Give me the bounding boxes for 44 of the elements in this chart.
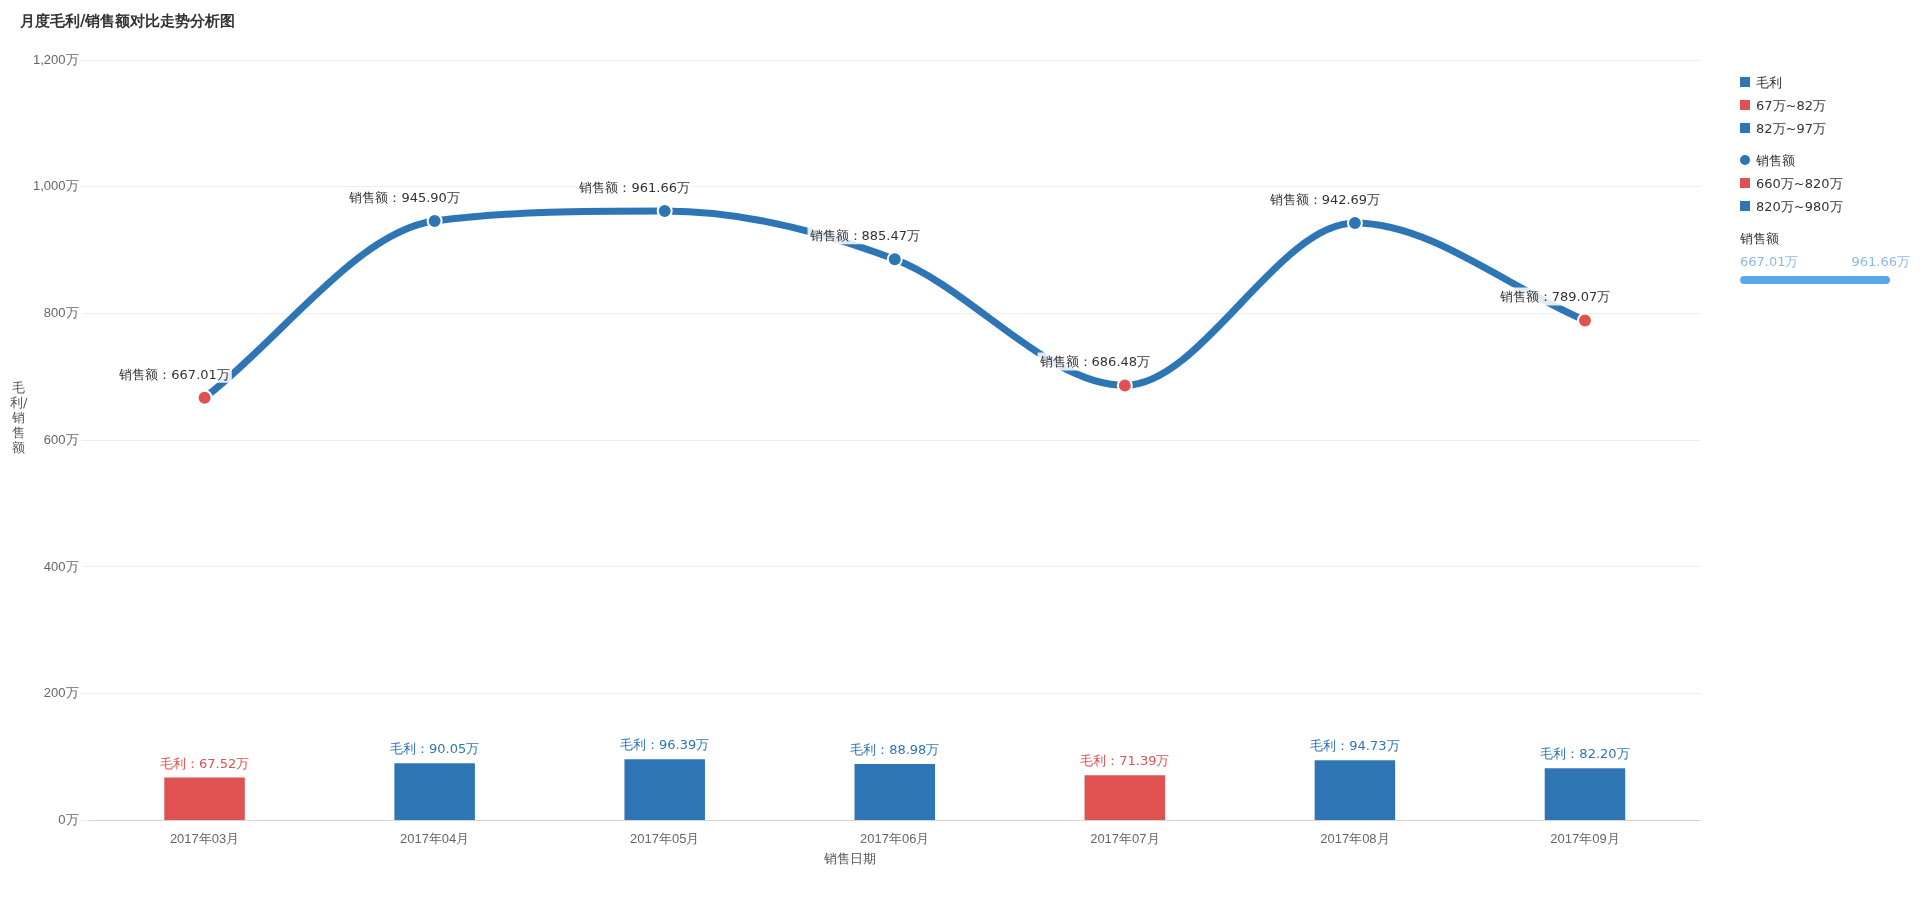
data-label: 销售额：945.90万 xyxy=(348,190,460,206)
y-tick-label: 600万 xyxy=(43,431,79,447)
x-tick-label: 2017年03月 xyxy=(169,830,240,846)
text: 67万~82万 xyxy=(1756,98,1826,113)
x-tick-label: 2017年05月 xyxy=(630,830,700,846)
data-label: 销售额：789.07万 xyxy=(1498,289,1611,305)
y-tick-label: 1,000万 xyxy=(32,178,79,194)
legend-label: 销售额 xyxy=(1756,153,1795,168)
y-tick-label: 400万 xyxy=(43,558,79,574)
y-tick-label: 1,200万 xyxy=(32,51,79,67)
data-label: 毛利：94.73万 xyxy=(1310,738,1400,754)
data-label: 毛利：88.98万 xyxy=(850,742,940,758)
point xyxy=(886,251,903,268)
data-label: 毛利：96.39万 xyxy=(620,737,710,753)
point xyxy=(1576,312,1593,329)
text: 82万~97万 xyxy=(1756,121,1826,136)
text: 820万~980万 xyxy=(1756,199,1843,214)
data-label: 毛利：82.20万 xyxy=(1540,746,1630,762)
x-tick-label: 2017年09月 xyxy=(1550,830,1620,846)
y-tick-label: 800万 xyxy=(43,305,79,321)
y-axis-title: 毛利/销售额 xyxy=(10,380,28,455)
data-label: 毛利：67.52万 xyxy=(159,755,250,771)
text: 961.66万 xyxy=(1851,253,1910,271)
x-tick-label: 2017年08月 xyxy=(1320,830,1390,846)
x-tick-label: 2017年04月 xyxy=(399,830,470,846)
data-label: 毛利：71.39万 xyxy=(1080,753,1170,769)
data-label: 销售额：667.01万 xyxy=(118,366,230,382)
point xyxy=(196,389,213,406)
chart-title: 月度毛利/销售额对比走势分析图 xyxy=(20,12,236,31)
data-label: 销售额：942.69万 xyxy=(1268,192,1381,208)
text: 660万~820万 xyxy=(1756,176,1843,191)
data-label: 销售额：686.48万 xyxy=(1038,354,1151,370)
x-tick-label: 2017年07月 xyxy=(1090,830,1160,846)
legend-label: 毛利 xyxy=(1756,75,1782,90)
data-label: 毛利：90.05万 xyxy=(390,741,480,757)
data-label: 销售额：885.47万 xyxy=(808,228,921,244)
text: 销售额 xyxy=(1740,231,1779,246)
x-axis-title: 销售日期 xyxy=(823,850,877,868)
point xyxy=(1116,377,1133,394)
y-tick-label: 0万 xyxy=(58,811,79,827)
y-tick-label: 200万 xyxy=(43,685,79,701)
text: 667.01万 xyxy=(1740,253,1799,271)
data-label: 销售额：961.66万 xyxy=(578,180,690,196)
x-tick-label: 2017年06月 xyxy=(860,830,930,846)
